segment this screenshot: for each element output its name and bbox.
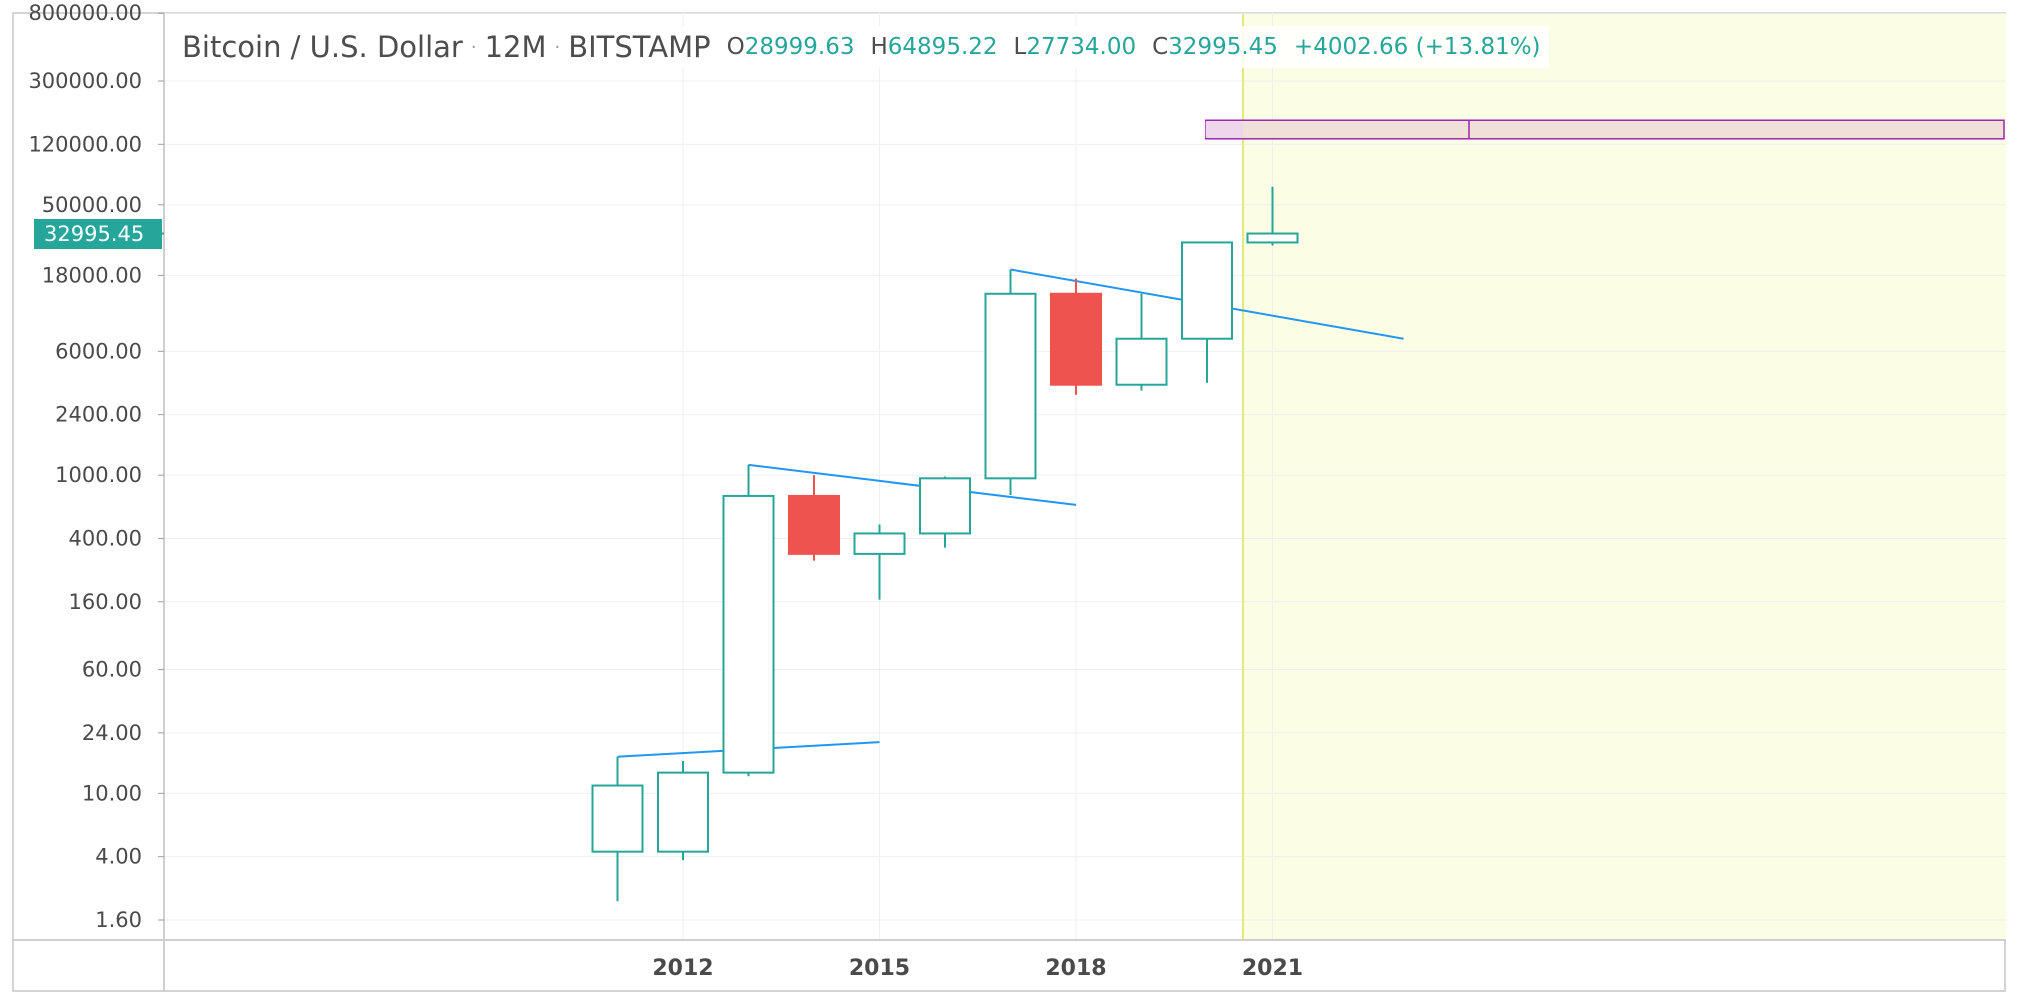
- target-zone-box[interactable]: [1204, 119, 2005, 140]
- legend-high: H64895.22: [870, 34, 998, 60]
- y-tick-label: 10.00: [82, 781, 142, 805]
- candle-body[interactable]: [919, 477, 971, 535]
- candle-body[interactable]: [1246, 232, 1299, 244]
- candle-body[interactable]: [1050, 292, 1102, 386]
- candle-body[interactable]: [1181, 241, 1233, 340]
- y-tick-label: 1.60: [95, 908, 142, 932]
- y-tick-label: 160.00: [69, 590, 142, 614]
- x-tick-label: 2015: [849, 956, 910, 981]
- target-zone-left-shade: [1205, 121, 1244, 138]
- y-tick-label: 400.00: [69, 526, 142, 550]
- candle-body[interactable]: [984, 292, 1037, 480]
- y-tick-label: 1000.00: [55, 463, 142, 487]
- candle-body[interactable]: [722, 494, 775, 774]
- y-tick-label: 24.00: [82, 721, 142, 745]
- candle-body[interactable]: [788, 494, 840, 555]
- y-tick-label: 2400.00: [55, 403, 142, 427]
- future-highlight-zone: [1243, 14, 2006, 940]
- x-tick-label: 2012: [652, 956, 713, 981]
- trendline[interactable]: [748, 463, 1077, 506]
- y-tick-label: 800000.00: [28, 1, 142, 25]
- y-tick-label: 60.00: [82, 658, 142, 682]
- y-tick-label: 300000.00: [28, 69, 142, 93]
- legend-separator: ·: [470, 36, 477, 58]
- legend-open: O28999.63: [726, 34, 855, 60]
- x-tick-label: 2018: [1045, 956, 1106, 981]
- y-tick-label: 50000.00: [42, 193, 142, 217]
- legend-interval[interactable]: 12M: [484, 30, 547, 64]
- legend-low: L27734.00: [1013, 34, 1137, 60]
- legend-close: C32995.45: [1152, 34, 1278, 60]
- y-tick-label: 6000.00: [55, 339, 142, 363]
- legend-exchange: BITSTAMP: [568, 30, 711, 64]
- legend-change: +4002.66 (+13.81%): [1293, 34, 1541, 60]
- candle-body[interactable]: [657, 771, 709, 853]
- legend-symbol: Bitcoin / U.S. Dollar: [182, 30, 463, 64]
- y-tick-label: 18000.00: [42, 263, 142, 287]
- y-tick-label: 120000.00: [28, 132, 142, 156]
- last-price-tag: 32995.45: [34, 218, 162, 249]
- legend-separator: ·: [554, 36, 561, 58]
- candle-body[interactable]: [853, 532, 906, 555]
- y-tick-label: 4.00: [95, 845, 142, 869]
- legend: Bitcoin / U.S. Dollar · 12M · BITSTAMP O…: [176, 26, 1549, 68]
- candle-body[interactable]: [1115, 337, 1168, 386]
- candle-body[interactable]: [591, 784, 644, 853]
- x-tick-label: 2021: [1242, 956, 1303, 981]
